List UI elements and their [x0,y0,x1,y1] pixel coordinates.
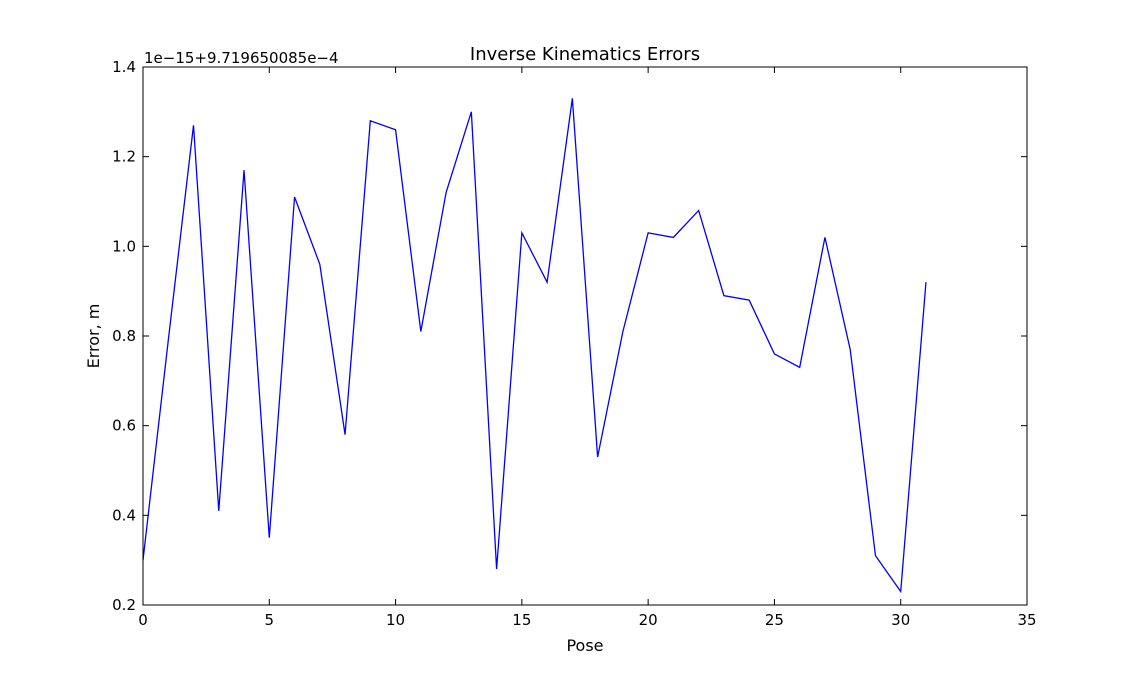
y-axis-label: Error, m [84,304,103,369]
series-line [142,98,927,594]
x-tick-label: 30 [891,611,910,629]
x-tick-label: 5 [265,611,275,629]
series-layer [142,98,927,594]
axis-offset-label: 1e−15+9.719650085e−4 [144,49,339,67]
plot-area-frame [142,66,1028,606]
y-tick-label: 1.2 [112,148,136,166]
x-tick-label: 15 [512,611,531,629]
axis-ticks: 0 5 10 15 20 25 30 35 0.2 0.4 0.6 0.8 1.0 1.2 1.4 [112,58,1036,629]
y-tick-label: 1.4 [112,58,136,76]
x-tick-label: 10 [386,611,405,629]
y-tick-label: 0.2 [112,596,136,614]
x-tick-label: 0 [138,611,148,629]
y-tick-label: 1.0 [112,237,136,255]
x-tick-label: 20 [639,611,658,629]
x-tick-label: 25 [765,611,784,629]
chart-title: Inverse Kinematics Errors [470,44,700,65]
y-tick-label: 0.6 [112,417,136,435]
x-axis-label: Pose [566,636,603,655]
y-tick-label: 0.8 [112,327,136,345]
y-tick-label: 0.4 [112,506,136,524]
x-tick-label: 35 [1017,611,1036,629]
